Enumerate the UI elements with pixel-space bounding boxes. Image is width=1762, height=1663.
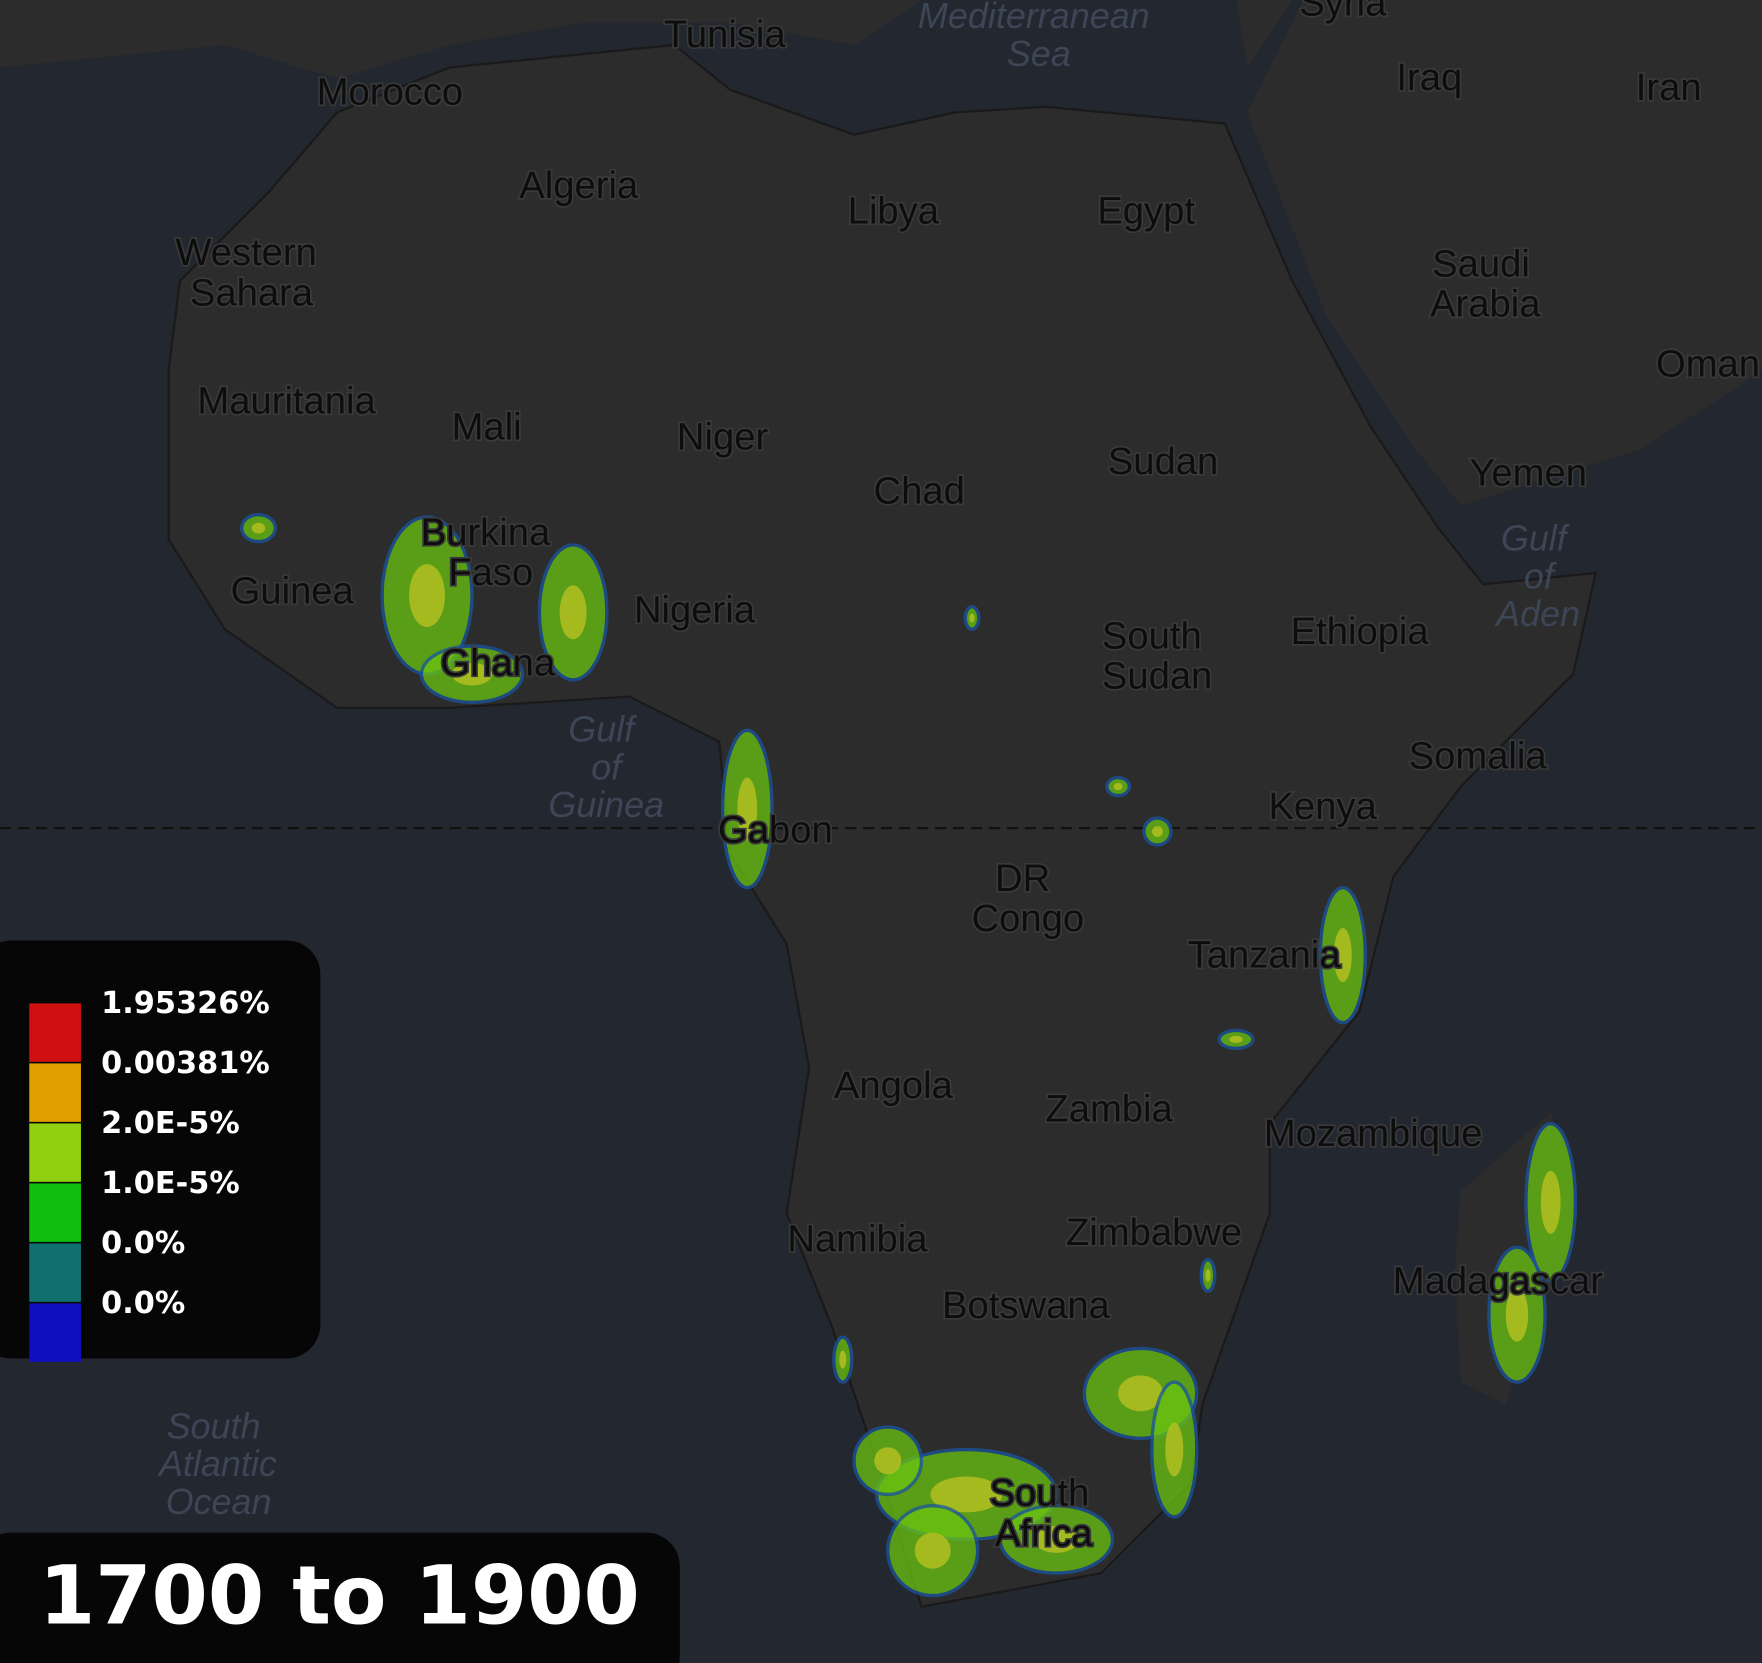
country-label: Mauritania: [197, 380, 376, 423]
heat-core: [914, 1532, 951, 1569]
legend-swatch: [29, 1303, 81, 1362]
country-label: Libya: [848, 190, 940, 233]
country-label: Algeria: [519, 164, 639, 207]
legend-label: 0.0%: [101, 1226, 185, 1261]
sea-label: South Atlantic Ocean: [150, 1405, 277, 1522]
sea-label: Gulf of Aden: [1488, 518, 1581, 635]
country-label: Mozambique: [1264, 1112, 1483, 1155]
legend-swatch: [29, 1003, 81, 1062]
legend-swatch: [29, 1243, 81, 1302]
country-label: Niger: [677, 415, 769, 458]
country-label: Namibia: [787, 1218, 928, 1261]
heat-core: [559, 585, 587, 640]
heat-core: [930, 1476, 1003, 1513]
sea-label: Mediterranean Sea: [918, 0, 1150, 74]
country-label: Zimbabwe: [1066, 1211, 1242, 1254]
heat-core: [874, 1447, 902, 1475]
country-label: Tunisia: [664, 13, 786, 56]
heat-core: [409, 564, 446, 627]
heat-core: [1152, 826, 1163, 837]
country-label: Egypt: [1097, 190, 1195, 233]
country-label: Somalia: [1409, 735, 1548, 778]
country-label: Zambia: [1045, 1087, 1173, 1130]
legend-label: 1.95326%: [101, 986, 270, 1021]
heat-core: [737, 777, 758, 841]
country-label: Ghana: [441, 641, 556, 684]
title: 1700 to 1900: [39, 1550, 640, 1644]
country-label: Morocco: [317, 70, 463, 113]
heat-core: [451, 662, 493, 686]
country-label: South Sudan: [1091, 614, 1212, 697]
country-label: Kenya: [1268, 785, 1377, 828]
country-label: Angola: [834, 1064, 954, 1107]
country-label: Guinea: [231, 569, 355, 612]
legend-label: 2.0E-5%: [101, 1106, 240, 1141]
country-label: Botswana: [942, 1284, 1110, 1327]
legend-swatch: [29, 1183, 81, 1242]
heat-core: [1033, 1525, 1079, 1553]
country-label: Sudan: [1108, 440, 1218, 483]
sea-label: Gulf of Guinea: [538, 709, 664, 826]
heat-core: [1229, 1035, 1243, 1043]
legend-swatch: [29, 1063, 81, 1122]
country-label: Oman: [1656, 342, 1760, 385]
heat-core: [251, 522, 266, 534]
heat-core: [1165, 1422, 1184, 1477]
legend-label: 1.0E-5%: [101, 1166, 240, 1201]
legend-swatch: [29, 1123, 81, 1182]
country-label: Chad: [874, 469, 965, 512]
country-label: Iran: [1636, 66, 1702, 109]
country-label: Ethiopia: [1291, 610, 1430, 653]
country-label: South Africa: [986, 1472, 1093, 1555]
heat-core: [1113, 782, 1123, 791]
country-label: Iraq: [1396, 56, 1462, 99]
country-label: Syria: [1299, 0, 1387, 25]
legend-label: 0.00381%: [101, 1046, 270, 1081]
country-label: Gabon: [718, 809, 833, 852]
heat-core: [1505, 1287, 1529, 1342]
heat-core: [969, 613, 975, 623]
country-label: DR Congo: [961, 857, 1084, 940]
country-label: Madagascar: [1393, 1259, 1603, 1302]
country-label: Burkina Faso: [421, 511, 551, 594]
country-label: Saudi Arabia: [1422, 242, 1542, 325]
country-label: Mali: [452, 405, 522, 448]
country-label: Western Sahara: [175, 231, 316, 314]
country-label: Nigeria: [634, 589, 756, 632]
land-europe: [0, 0, 1293, 79]
legend: 1.95326% 0.00381% 2.0E-5% 1.0E-5% 0.0% 0.0%: [29, 986, 270, 1362]
country-label: Yemen: [1469, 451, 1587, 494]
heatmap: [239, 512, 1578, 1598]
heat-core: [1118, 1375, 1164, 1412]
country-label: Tanzania: [1188, 933, 1342, 976]
labels: Morocco Algeria Tunisia Libya Egypt Western S…: [150, 0, 1761, 1556]
land-arabia: [1247, 0, 1762, 506]
heat-core: [1333, 928, 1352, 983]
legend-label: 0.0%: [101, 1286, 185, 1321]
heat-core: [839, 1350, 847, 1369]
title-box: [0, 1532, 680, 1663]
heat-core: [1205, 1269, 1211, 1282]
heat-core: [1540, 1170, 1561, 1234]
